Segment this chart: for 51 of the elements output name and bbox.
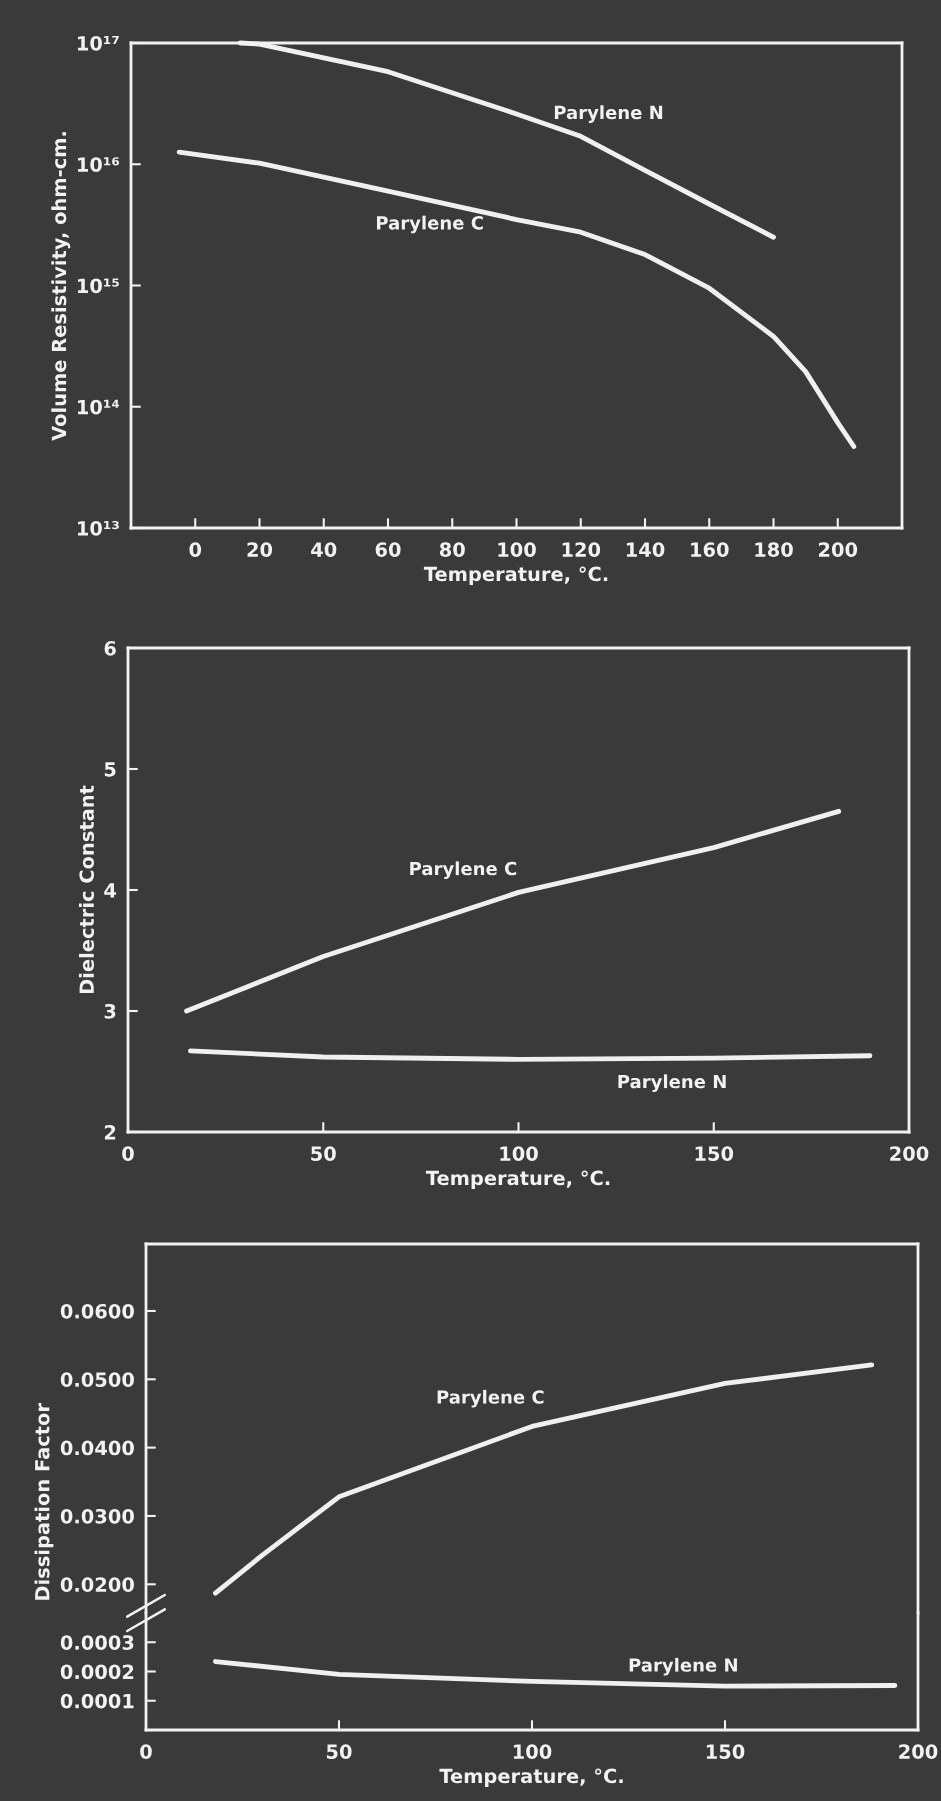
y-tick-label: 10¹⁷ (77, 35, 119, 51)
x-tick-label: 50 (311, 1146, 336, 1161)
x-tick-label: 100 (513, 1744, 552, 1759)
x-tick-label: 140 (626, 542, 665, 557)
y-axis-title: Volume Resistivity, ohm-cm. (51, 132, 71, 441)
y-tick-label: 5 (104, 762, 116, 777)
y-tick-label: 0.0003 (60, 1635, 134, 1650)
y-tick-label: 0.0400 (60, 1440, 134, 1456)
y-tick-label: 0.0500 (60, 1372, 134, 1387)
x-axis-title: Temperature, °C. (439, 1768, 623, 1788)
x-axis-title: Temperature, °C. (423, 566, 608, 586)
x-tick-label: 20 (247, 542, 273, 557)
series-label: Parylene C (376, 215, 483, 234)
y-tick-label: 10¹⁵ (77, 278, 119, 294)
series-label: Parylene N (618, 1074, 726, 1092)
y-tick-label: 0.0002 (60, 1664, 134, 1680)
series-label: Parylene C (437, 1389, 544, 1408)
y-tick-label: 0.0200 (60, 1577, 134, 1592)
y-tick-label: 10¹³ (77, 520, 119, 536)
x-tick-label: 180 (755, 542, 793, 557)
x-tick-label: 0 (189, 542, 202, 557)
y-tick-label: 3 (104, 1003, 116, 1019)
x-tick-label: 50 (326, 1744, 352, 1759)
x-tick-label: 200 (818, 542, 858, 557)
x-tick-label: 60 (375, 542, 401, 557)
x-tick-label: 100 (498, 542, 536, 557)
y-tick-label: 6 (104, 640, 116, 656)
x-tick-label: 80 (439, 542, 465, 557)
y-tick-label: 10¹⁶ (77, 157, 120, 172)
series-label: Parylene N (629, 1657, 737, 1676)
y-axis-title: Dissipation Factor (34, 1403, 54, 1600)
x-tick-label: 40 (311, 542, 337, 557)
series-label: Parylene C (410, 861, 517, 880)
x-tick-label: 120 (562, 542, 601, 557)
y-tick-label: 0.0300 (60, 1508, 134, 1524)
x-axis-title: Temperature, °C. (425, 1170, 610, 1190)
y-tick-label: 0.0600 (60, 1303, 134, 1319)
x-tick-label: 0 (122, 1146, 134, 1161)
y-tick-label: 2 (104, 1124, 116, 1140)
x-tick-label: 150 (706, 1744, 745, 1759)
x-tick-label: 100 (500, 1146, 538, 1161)
x-tick-label: 200 (890, 1146, 929, 1161)
y-axis-title: Dielectric Constant (78, 785, 95, 994)
x-tick-label: 0 (140, 1744, 152, 1759)
x-tick-label: 200 (899, 1744, 938, 1759)
x-tick-label: 160 (691, 542, 729, 557)
x-tick-label: 150 (695, 1146, 734, 1161)
y-tick-label: 0.0001 (60, 1693, 134, 1709)
y-tick-label: 10¹⁴ (77, 399, 120, 415)
series-label: Parylene N (554, 105, 663, 123)
y-tick-label: 4 (104, 883, 116, 898)
